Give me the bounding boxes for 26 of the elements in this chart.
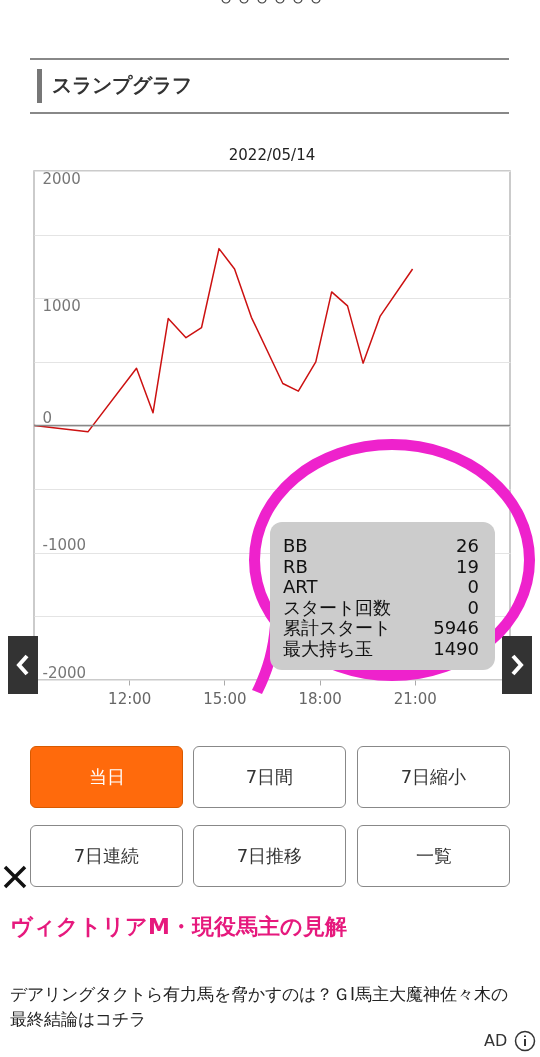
text: BB 26 [283, 535, 479, 556]
text: 7日連続 [30, 825, 183, 887]
text: 7日間 [193, 746, 346, 808]
x-tick-label: 21:00 [393, 689, 437, 708]
text: 累計スタート 5946 [283, 617, 479, 638]
y-tick-label: 0 [42, 409, 53, 427]
y-tick-label: -1000 [42, 536, 87, 555]
text: 最大持ち玉 1490 [283, 637, 479, 659]
x-tick-label: 12:00 [108, 689, 152, 708]
text: ヴィクトリアM・現役馬主の見解 [10, 913, 347, 941]
text: 一覧 [357, 825, 510, 887]
text: デアリングタクトら有力馬を脅かすのは？ＧⅠ馬主大魔神佐々木の最終結論はコチラ [10, 983, 509, 1031]
text: 当日 [30, 746, 183, 808]
text: 7日縮小 [357, 746, 510, 808]
text: AD [484, 1031, 508, 1050]
chart-title: スランプグラフ [52, 72, 192, 99]
y-tick-label: 1000 [42, 296, 81, 315]
x-tick-label: 15:00 [203, 689, 247, 708]
x-tick-label: 18:00 [298, 689, 342, 708]
text: ART 0 [283, 576, 479, 597]
text: RB 19 [283, 555, 479, 577]
text: 7日推移 [193, 825, 346, 887]
text: スタート回数 0 [283, 596, 479, 618]
y-tick-label: -2000 [42, 663, 87, 682]
chart-subtitle: 2022/05/14 [228, 146, 316, 164]
y-tick-label: 2000 [42, 169, 81, 188]
